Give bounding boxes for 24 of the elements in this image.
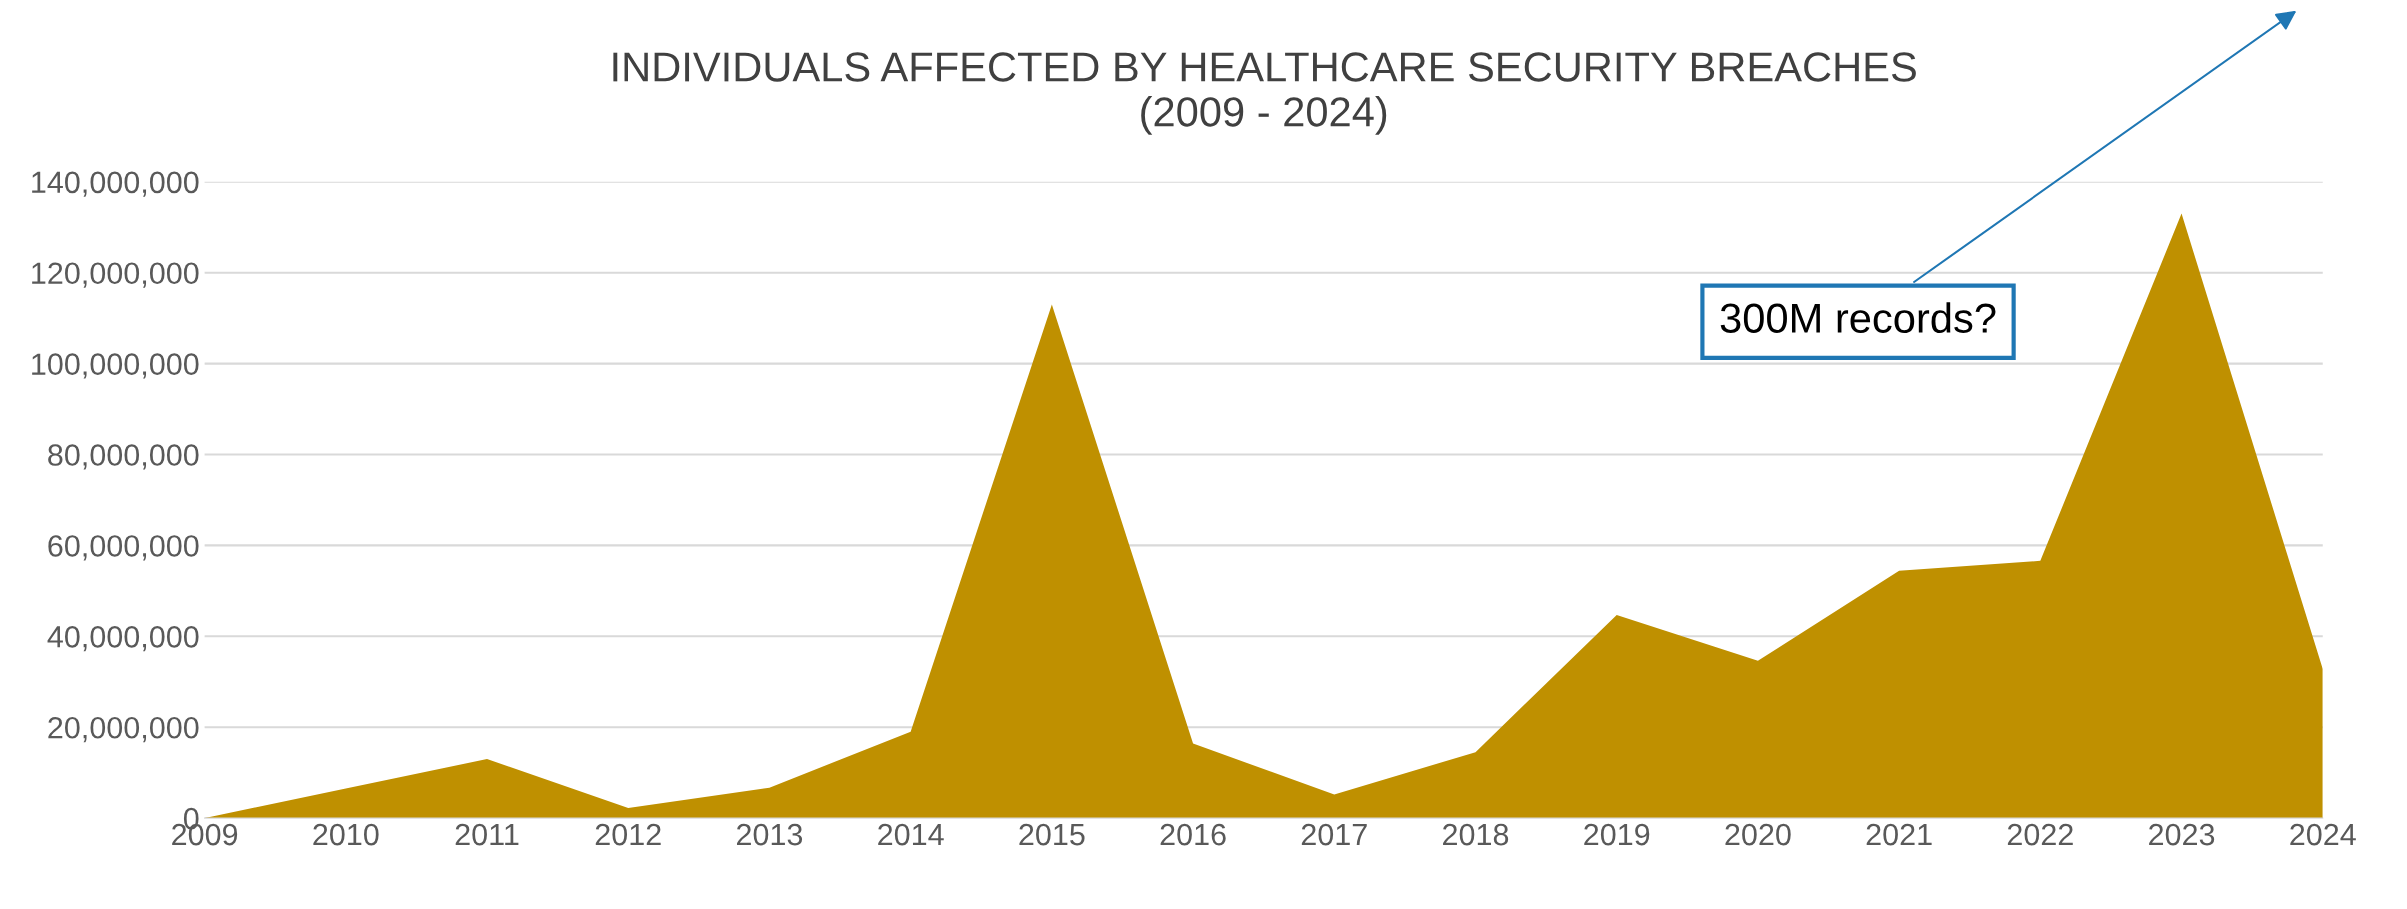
x-tick-label: 2015 [1019, 823, 1085, 846]
x-tick-label: 2018 [1443, 823, 1509, 846]
y-tick-label: 20,000,000 [48, 716, 199, 743]
chart-title: INDIVIDUALS AFFECTED BY HEALTHCARE SECURITY BREACHES (2009 - 2024) [613, 52, 1916, 135]
x-tick-label: 2020 [1725, 823, 1791, 846]
x-tick-label: 2012 [595, 823, 661, 846]
x-tick-label: 2022 [2007, 823, 2073, 846]
x-tick-label: 2019 [1584, 823, 1650, 846]
x-tick-label: 2011 [455, 823, 519, 846]
x-tick-label: 2016 [1160, 823, 1226, 846]
x-tick-label: 2021 [1866, 823, 1932, 846]
x-tick-label: 2023 [2149, 823, 2215, 846]
y-tick-label: 120,000,000 [32, 262, 199, 288]
x-tick-label: 2024 [2290, 823, 2356, 846]
x-tick-label: 2014 [878, 823, 944, 846]
x-tick-label: 2013 [736, 823, 803, 846]
y-tick-label: 100,000,000 [32, 353, 199, 379]
y-tick-label: 80,000,000 [48, 444, 199, 470]
y-tick-label: 40,000,000 [47, 626, 199, 652]
x-tick-label: 2017 [1301, 823, 1367, 846]
y-tick-label: 140,000,000 [32, 171, 199, 197]
y-tick-label: 60,000,000 [48, 535, 199, 561]
x-tick-label: 2010 [313, 823, 379, 846]
annotation: 300M records? [1720, 302, 1996, 333]
